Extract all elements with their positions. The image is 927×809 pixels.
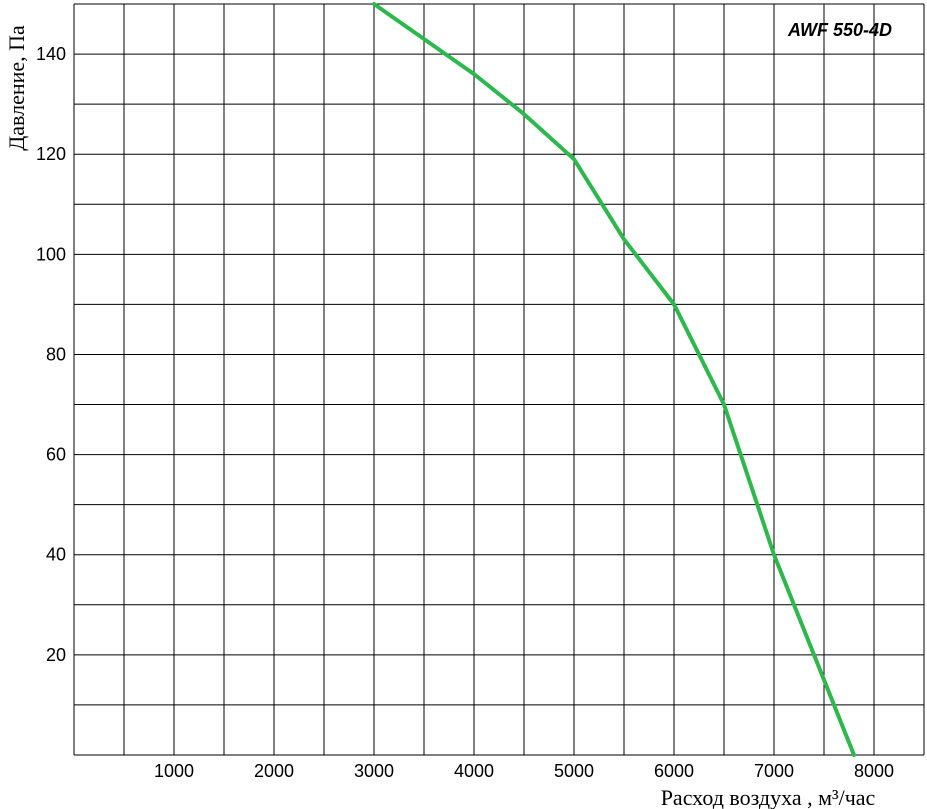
x-axis-label: Расход воздуха , м³/час — [661, 785, 876, 809]
tick-labels: 1000 2000 3000 4000 5000 6000 7000 8000 20 40 60 80… — [36, 44, 894, 781]
y-tick-label: 100 — [36, 244, 66, 264]
grid — [73, 3, 925, 756]
y-tick-label: 120 — [36, 144, 66, 164]
x-tick-label: 1000 — [154, 761, 194, 781]
y-tick-label: 60 — [46, 445, 66, 465]
y-tick-label: 140 — [36, 44, 66, 64]
x-tick-label: 6000 — [654, 761, 694, 781]
x-tick-label: 8000 — [854, 761, 894, 781]
y-axis-label: Давление, Па — [4, 25, 29, 151]
x-tick-label: 2000 — [254, 761, 294, 781]
series — [372, 2, 856, 757]
chart-title: AWF 550-4D — [787, 20, 892, 40]
y-tick-label: 40 — [46, 545, 66, 565]
x-tick-label: 3000 — [354, 761, 394, 781]
y-tick-label: 80 — [46, 344, 66, 364]
series-line — [372, 2, 856, 757]
x-tick-label: 7000 — [754, 761, 794, 781]
y-tick-label: 20 — [46, 645, 66, 665]
x-tick-label: 5000 — [554, 761, 594, 781]
x-tick-label: 4000 — [454, 761, 494, 781]
